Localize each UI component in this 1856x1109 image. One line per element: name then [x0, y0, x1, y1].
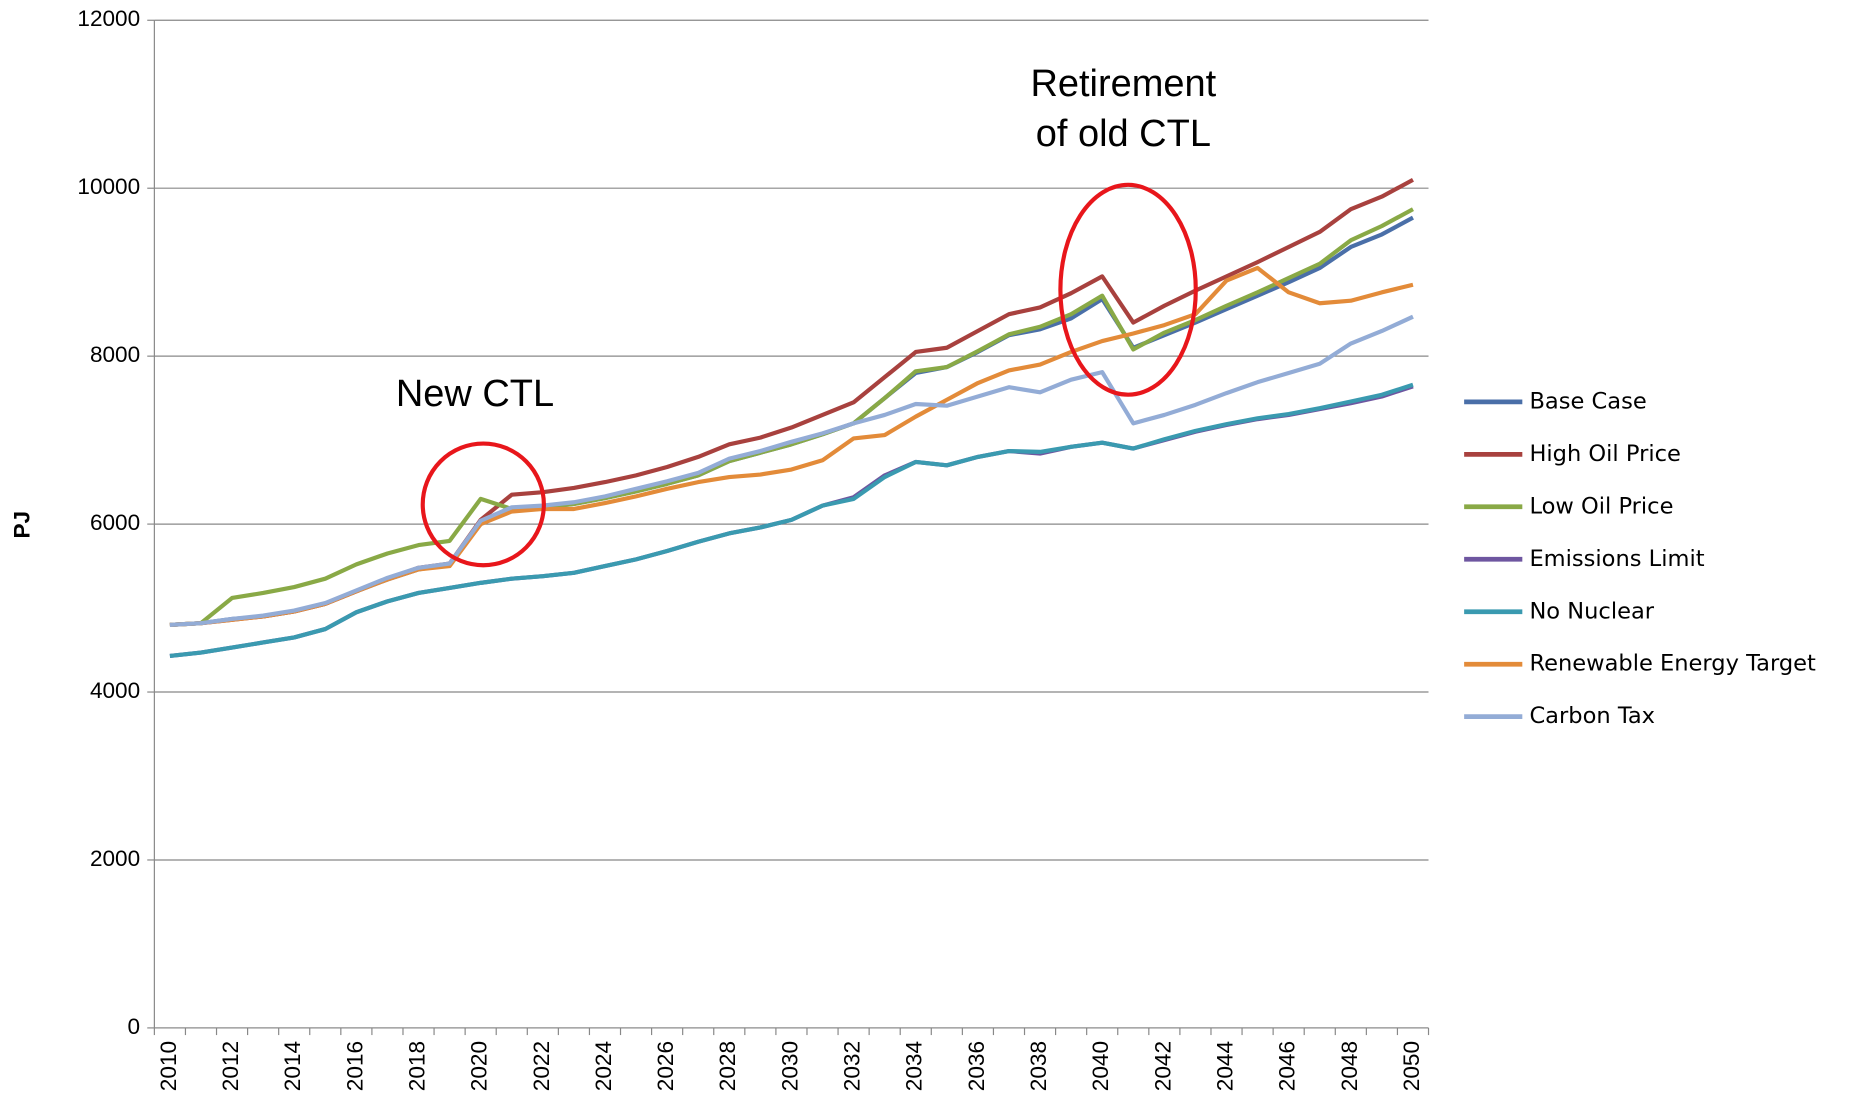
x-tick-label: 2036: [964, 1041, 989, 1091]
y-tick-label: 0: [128, 1014, 141, 1039]
legend-label: Carbon Tax: [1529, 703, 1655, 729]
x-tick-label: 2030: [777, 1041, 802, 1091]
x-tick-label: 2018: [405, 1041, 430, 1091]
y-axis-label: PJ: [10, 511, 35, 539]
legend-label: Base Case: [1529, 388, 1646, 414]
highlight-circle: [420, 441, 546, 568]
legend-label: Low Oil Price: [1529, 493, 1673, 519]
x-tick-label: 2014: [280, 1041, 305, 1091]
legend-label: High Oil Price: [1529, 441, 1680, 467]
y-tick-label: 12000: [77, 6, 140, 31]
annotation-backdrop: [365, 357, 587, 442]
x-tick-label: 2050: [1399, 1041, 1424, 1091]
annotation: New CTL: [396, 373, 554, 415]
x-tick-label: 2034: [902, 1041, 927, 1091]
y-tick-label: 2000: [90, 846, 140, 871]
x-tick-label: 2038: [1026, 1041, 1051, 1091]
x-tick-label: 2012: [218, 1041, 243, 1091]
x-tick-label: 2048: [1337, 1041, 1362, 1091]
x-tick-label: 2040: [1088, 1041, 1113, 1091]
x-tick-label: 2010: [156, 1041, 181, 1091]
annotation: of old CTL: [1036, 113, 1211, 155]
x-tick-label: 2028: [715, 1041, 740, 1091]
y-tick-label: 10000: [77, 174, 140, 199]
series-line: [169, 207, 1414, 627]
annotation: Retirement: [1030, 63, 1216, 105]
x-tick-label: 2024: [591, 1041, 616, 1091]
x-tick-label: 2026: [653, 1041, 678, 1091]
x-tick-label: 2022: [529, 1041, 554, 1091]
highlight-circle: [1058, 182, 1198, 397]
legend-label: Emissions Limit: [1529, 546, 1704, 572]
x-tick-label: 2032: [840, 1041, 865, 1091]
x-tick-label: 2044: [1213, 1041, 1238, 1091]
y-tick-label: 6000: [90, 510, 140, 535]
series-line: [169, 177, 1414, 627]
x-tick-label: 2016: [342, 1041, 367, 1091]
y-tick-label: 4000: [90, 678, 140, 703]
series-line: [169, 382, 1414, 658]
x-tick-label: 2042: [1150, 1041, 1175, 1091]
series-line: [169, 314, 1414, 627]
y-tick-label: 8000: [90, 342, 140, 367]
x-tick-label: 2046: [1275, 1041, 1300, 1091]
x-tick-label: 2020: [467, 1041, 492, 1091]
legend-label: Renewable Energy Target: [1529, 651, 1816, 677]
legend-label: No Nuclear: [1529, 598, 1654, 624]
